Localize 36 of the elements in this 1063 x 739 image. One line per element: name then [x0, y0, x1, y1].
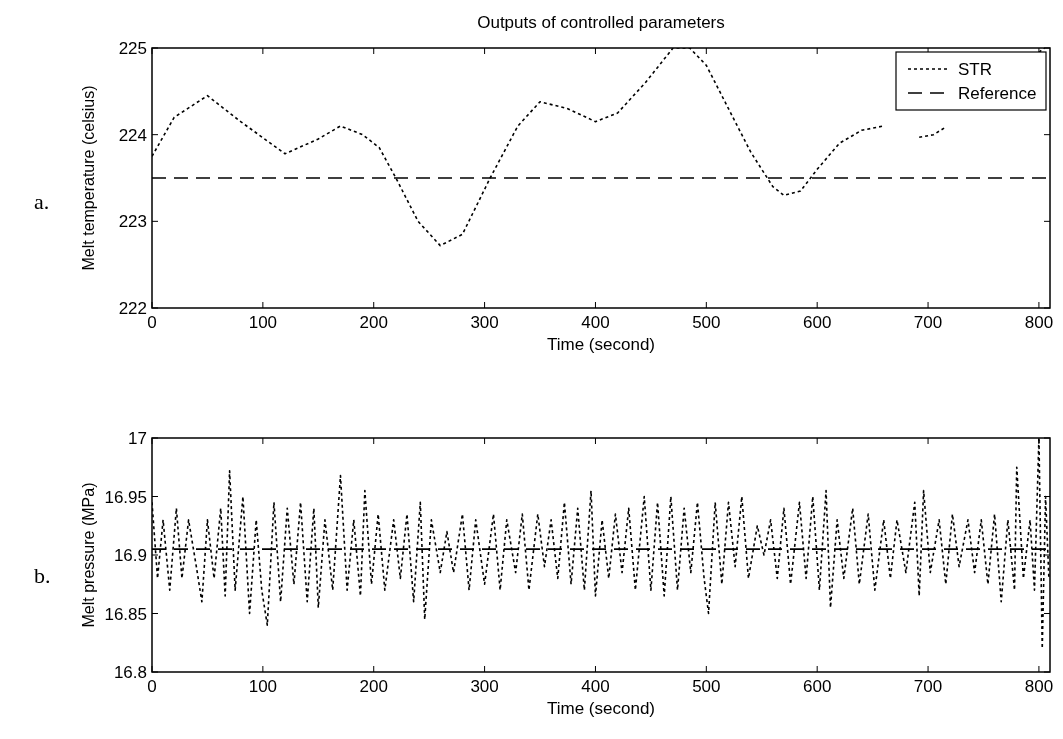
- x-tick-label: 500: [692, 677, 721, 696]
- x-axis-title: Time (second): [546, 335, 656, 354]
- text: b.: [34, 563, 51, 589]
- x-tick-label: 100: [248, 677, 278, 696]
- y-tick-label: 17: [128, 429, 147, 448]
- x-tick-label: 500: [692, 313, 721, 332]
- y-tick-label: 225: [118, 39, 147, 58]
- y-axis-title: Melt pressure (MPa): [80, 482, 97, 628]
- x-tick-label: 400: [581, 313, 610, 332]
- y-axis-title: Melt temperature (celsius): [80, 85, 97, 271]
- chart-title: Outputs of controlled parameters: [477, 13, 725, 32]
- x-tick-label: 700: [913, 313, 943, 332]
- x-tick-label: 600: [803, 313, 832, 332]
- x-tick-label: 100: [248, 313, 278, 332]
- y-tick-label: 16.8: [113, 663, 147, 682]
- text: a.: [34, 189, 50, 215]
- x-tick-label: 0: [147, 313, 157, 332]
- legend-label: Reference: [958, 84, 1037, 103]
- x-axis-title: Time (second): [546, 699, 656, 718]
- y-tick-label: 223: [118, 212, 147, 232]
- x-tick-label: 800: [1024, 677, 1054, 696]
- x-tick-label: 400: [581, 677, 610, 696]
- x-tick-label: 300: [470, 677, 499, 696]
- x-tick-label: 200: [359, 677, 388, 696]
- x-tick-label: 200: [359, 313, 388, 332]
- y-tick-label: 16.95: [104, 487, 147, 507]
- y-tick-label: 16.9: [113, 546, 147, 565]
- x-tick-label: 300: [470, 313, 499, 332]
- y-tick-label: 224: [118, 125, 147, 145]
- y-tick-label: 222: [118, 299, 147, 318]
- x-tick-label: 700: [913, 677, 943, 696]
- x-tick-label: 800: [1024, 313, 1054, 332]
- x-tick-label: 600: [803, 677, 832, 696]
- x-tick-label: 0: [147, 677, 157, 696]
- legend-label: STR: [958, 60, 992, 79]
- y-tick-label: 16.85: [104, 604, 147, 624]
